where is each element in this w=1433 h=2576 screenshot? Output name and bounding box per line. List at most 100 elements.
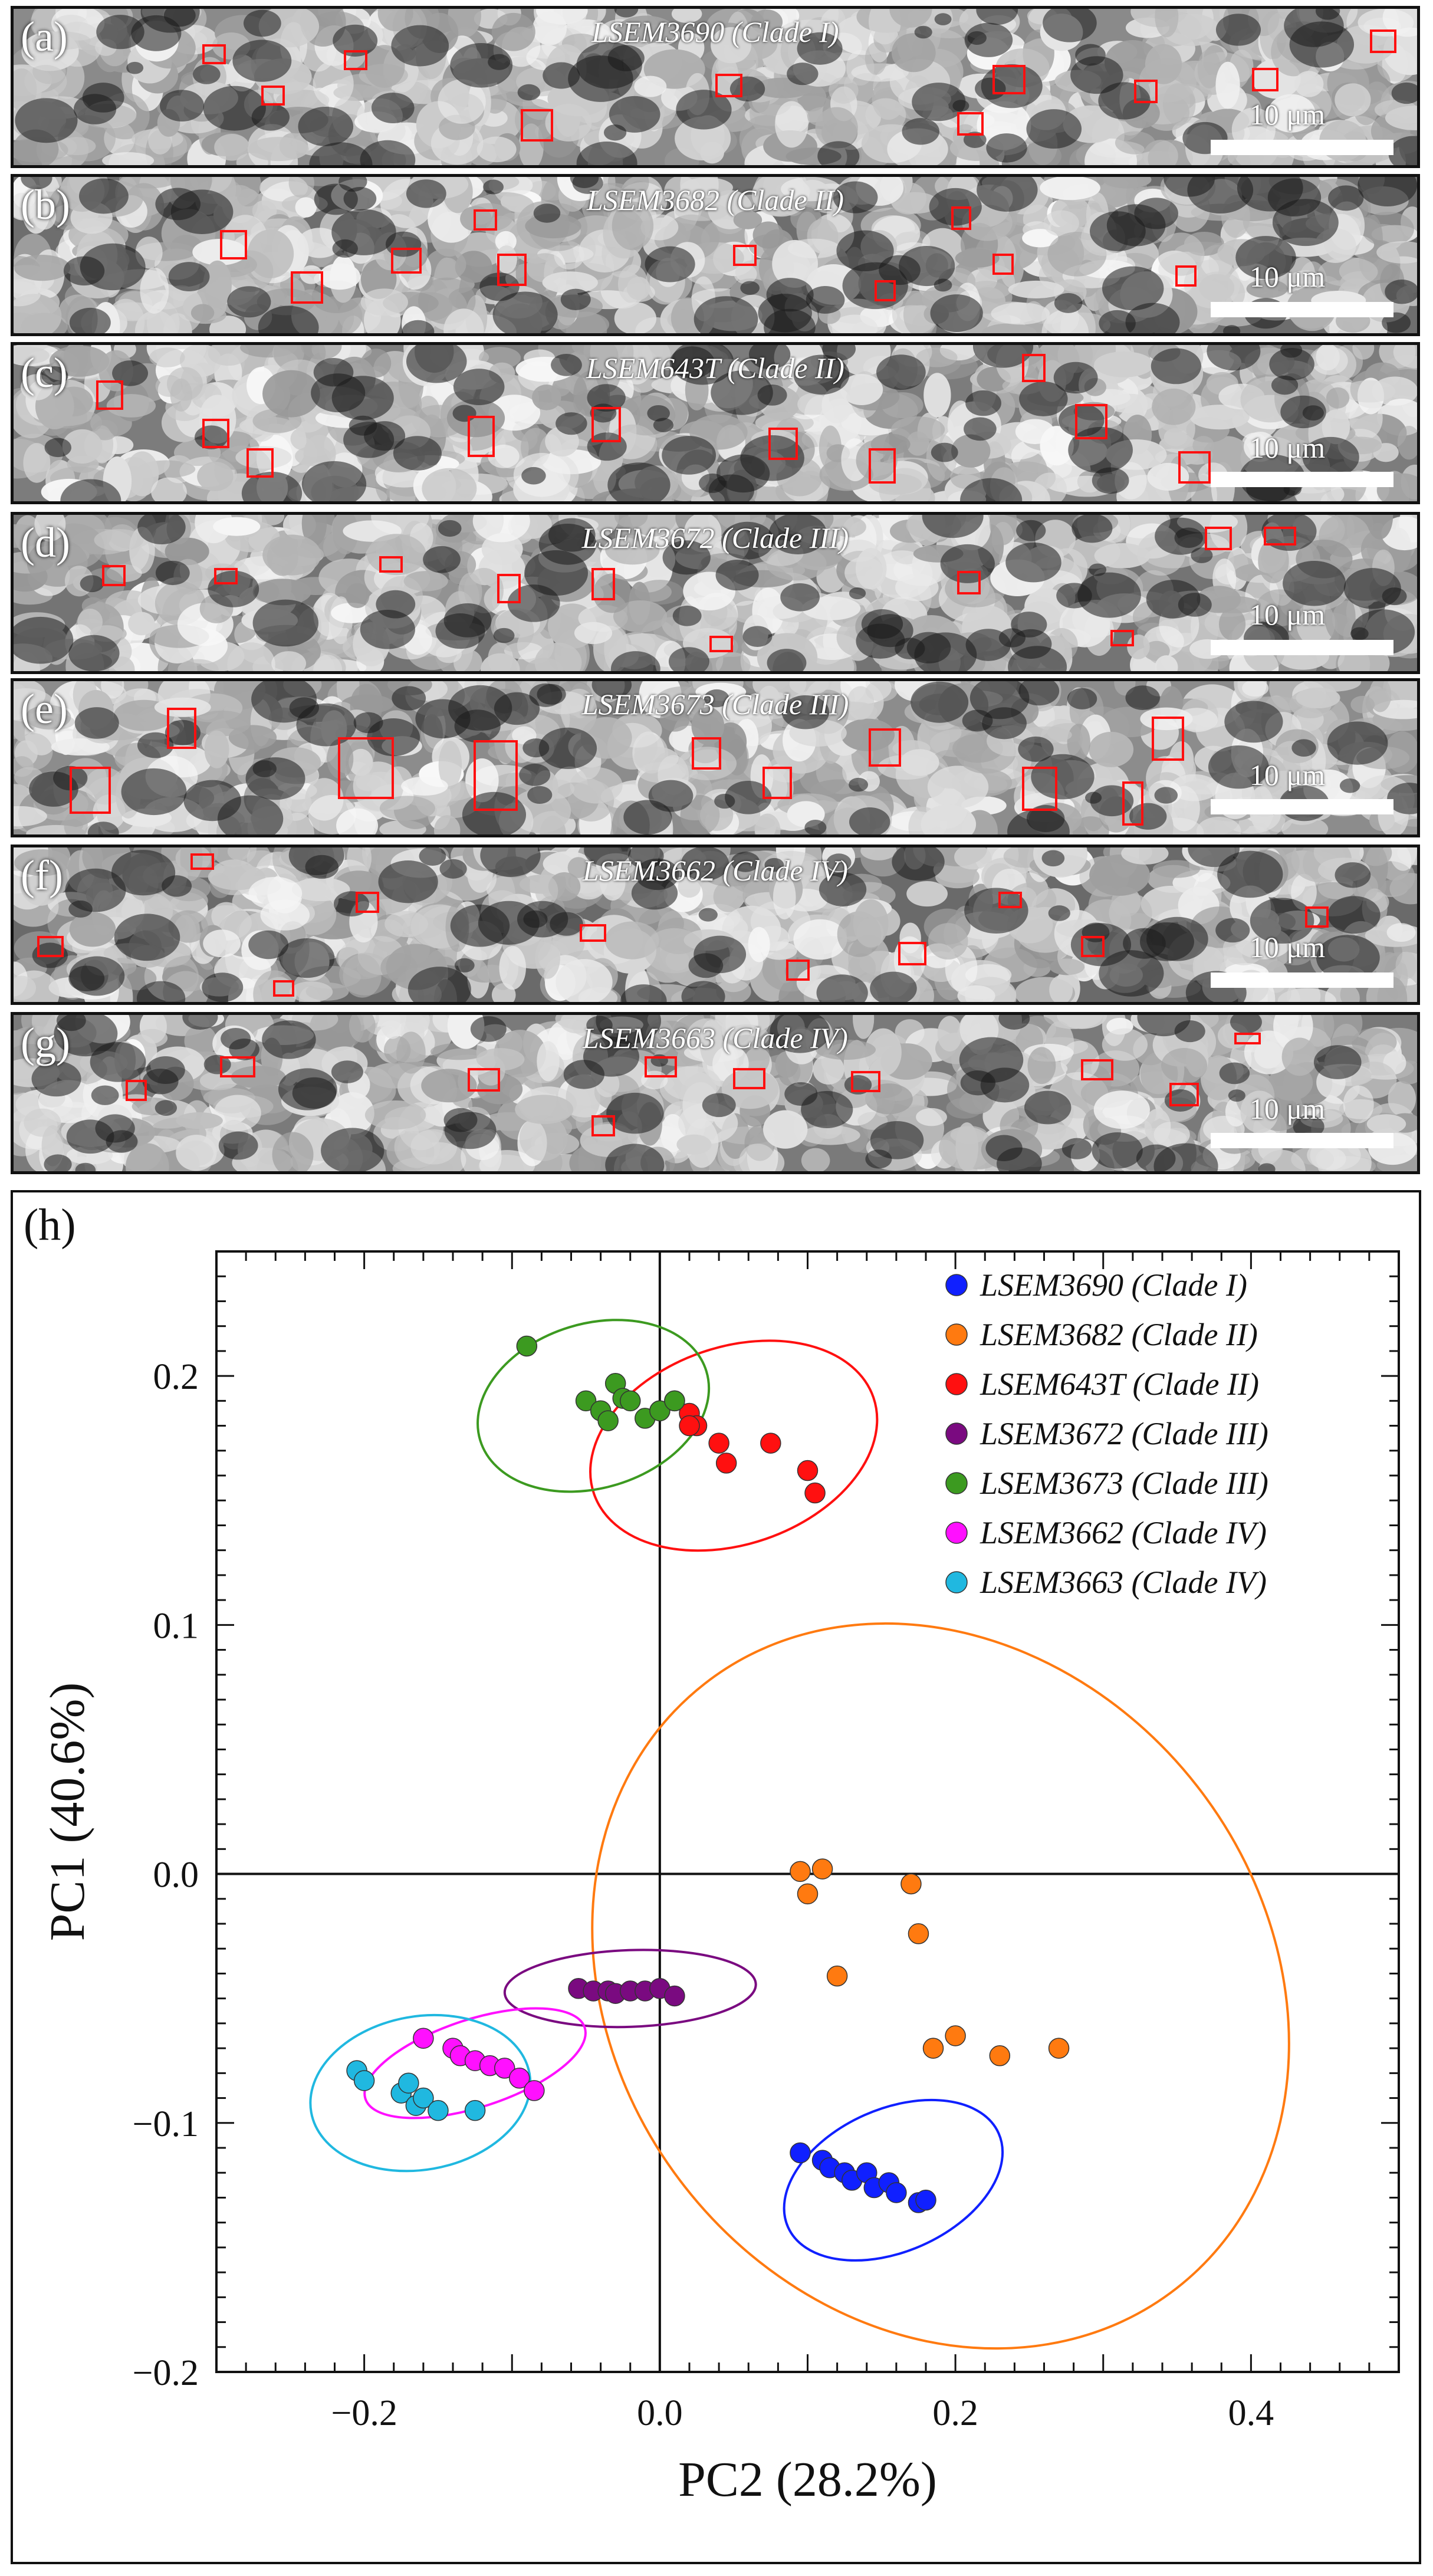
confidence-ellipses xyxy=(309,1319,1290,2350)
panel-f: (f) LSEM3662 (Clade IV) 10 μm xyxy=(11,845,1420,1005)
panel-c: (c) LSEM643T (Clade II) 10 μm xyxy=(11,342,1420,504)
panel-label: (d) xyxy=(21,519,70,566)
data-point xyxy=(464,2099,486,2121)
particle-texture xyxy=(14,681,1417,834)
panel-label-h: (h) xyxy=(24,1200,76,1250)
legend-entry: LSEM3662 (Clade IV) xyxy=(980,1515,1267,1550)
panel-label: (e) xyxy=(21,685,68,732)
scale-bar xyxy=(1211,302,1393,317)
scale-bar-label: 10 μm xyxy=(1249,1092,1326,1125)
roi-box xyxy=(591,407,621,442)
roi-box xyxy=(733,245,757,266)
data-point xyxy=(989,2045,1011,2066)
roi-box xyxy=(957,571,981,594)
panel-label: (b) xyxy=(21,181,70,228)
scale-bar-label: 10 μm xyxy=(1249,431,1326,464)
particle-texture xyxy=(14,9,1417,165)
data-point xyxy=(915,2189,936,2211)
data-point xyxy=(597,1410,619,1431)
panel-title: LSEM3662 (Clade IV) xyxy=(583,854,848,887)
panel-title: LSEM643T (Clade II) xyxy=(586,351,844,385)
y-tick-label: 0.2 xyxy=(153,1357,199,1397)
panel-d: (d) LSEM3672 (Clade III) 10 μm xyxy=(11,512,1420,674)
roi-box xyxy=(992,254,1014,275)
legend-marker xyxy=(945,1522,968,1544)
micrograph-g xyxy=(14,1015,1417,1171)
x-tick-label: 0.2 xyxy=(932,2393,978,2433)
y-tick-label: 0.0 xyxy=(153,1855,199,1895)
roi-box xyxy=(1252,68,1278,91)
scale-bar xyxy=(1211,799,1393,814)
roi-box xyxy=(957,112,984,136)
legend-entry: LSEM643T (Clade II) xyxy=(980,1366,1259,1402)
legend-entry: LSEM3673 (Clade III) xyxy=(980,1466,1268,1501)
x-tick-label: 0.0 xyxy=(637,2393,683,2433)
roi-box xyxy=(202,44,226,64)
confidence-ellipse xyxy=(591,1622,1290,2350)
data-point xyxy=(679,1415,700,1437)
pca-plot-panel: (h) −0.2 0.0 0.2 0.4 −0.2 −0.1 0.0 0.1 0.2 LSEM3… xyxy=(11,1190,1421,2564)
confidence-ellipse xyxy=(589,1339,879,1552)
roi-box xyxy=(220,1056,255,1077)
roi-box xyxy=(1175,265,1197,287)
roi-box xyxy=(214,568,238,584)
panel-label: (g) xyxy=(21,1019,70,1066)
roi-box xyxy=(474,740,518,811)
data-point xyxy=(649,1400,671,1421)
micrograph-b xyxy=(14,177,1417,333)
roi-box xyxy=(96,380,123,410)
legend-marker xyxy=(945,1571,968,1593)
data-point xyxy=(428,2099,449,2121)
roi-box xyxy=(468,416,495,457)
legend-marker xyxy=(945,1422,968,1445)
panel-label: (c) xyxy=(21,349,68,396)
roi-box xyxy=(356,892,379,913)
particle-texture xyxy=(14,345,1417,501)
roi-box xyxy=(1081,1059,1113,1080)
roi-box xyxy=(1081,936,1105,957)
legend-entry: LSEM3663 (Clade IV) xyxy=(980,1565,1267,1600)
particle-texture xyxy=(14,177,1417,333)
data-point xyxy=(826,1965,848,1987)
roi-box xyxy=(291,271,323,304)
data-point xyxy=(1048,2038,1070,2059)
roi-box xyxy=(1264,527,1296,546)
roi-box xyxy=(591,1115,615,1136)
scale-bar-label: 10 μm xyxy=(1249,758,1326,791)
data-point xyxy=(945,2025,966,2046)
scale-bar xyxy=(1211,140,1393,155)
roi-box xyxy=(869,448,896,484)
scale-bar xyxy=(1211,972,1393,988)
scale-bar-label: 10 μm xyxy=(1249,931,1326,964)
particle-texture xyxy=(14,847,1417,1002)
roi-box xyxy=(246,448,274,478)
legend-entry: LSEM3682 (Clade II) xyxy=(980,1317,1258,1352)
roi-box xyxy=(1075,404,1107,439)
roi-box xyxy=(338,737,394,799)
x-tick-label: 0.4 xyxy=(1228,2393,1274,2433)
data-point xyxy=(398,2072,419,2094)
roi-box xyxy=(202,419,229,448)
panel-title: LSEM3682 (Clade II) xyxy=(586,183,844,216)
roi-box xyxy=(1178,451,1211,484)
roi-box xyxy=(786,960,810,981)
panel-b: (b) LSEM3682 (Clade II) 10 μm xyxy=(11,174,1420,336)
legend-entry: LSEM3690 (Clade I) xyxy=(980,1267,1247,1303)
scale-bar xyxy=(1211,1133,1393,1148)
scale-bar-label: 10 μm xyxy=(1249,260,1326,293)
panel-g: (g) LSEM3663 (Clade IV) 10 μm xyxy=(11,1012,1420,1174)
roi-box xyxy=(1110,630,1134,646)
particle-texture xyxy=(14,1015,1417,1171)
roi-box xyxy=(70,767,111,814)
roi-box xyxy=(102,565,126,586)
data-point xyxy=(516,1335,538,1357)
roi-box xyxy=(645,1056,677,1077)
roi-box xyxy=(709,636,733,652)
y-tick-label: −0.1 xyxy=(133,2104,199,2144)
roi-box xyxy=(768,428,798,460)
roi-box xyxy=(167,708,196,749)
panel-label: (a) xyxy=(21,13,68,60)
data-point xyxy=(664,1985,685,2007)
panel-title: LSEM3672 (Clade III) xyxy=(581,521,849,554)
roi-box xyxy=(391,248,422,274)
